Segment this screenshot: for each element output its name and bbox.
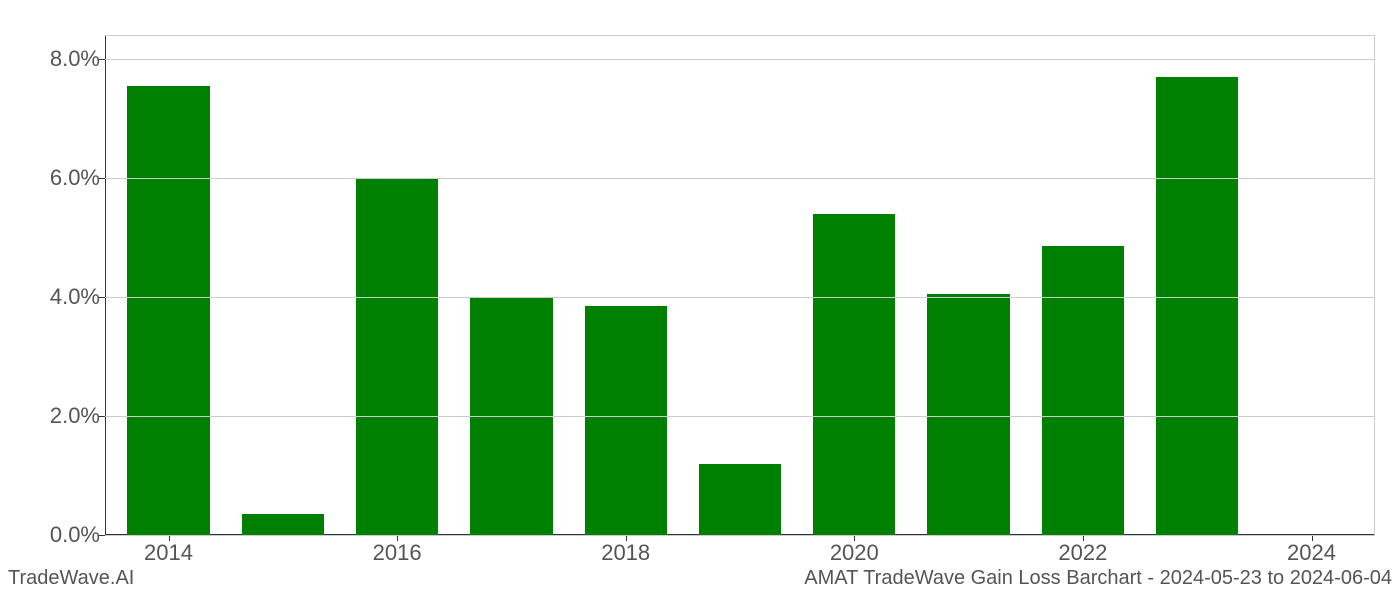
footer-right-text: AMAT TradeWave Gain Loss Barchart - 2024… bbox=[804, 567, 1392, 590]
x-tick-label: 2022 bbox=[1058, 540, 1107, 566]
bar bbox=[585, 306, 667, 535]
y-tick-label: 4.0% bbox=[20, 284, 100, 310]
bar bbox=[242, 514, 324, 535]
y-tick-label: 8.0% bbox=[20, 46, 100, 72]
bar bbox=[699, 464, 781, 535]
bar bbox=[927, 294, 1009, 535]
gridline bbox=[105, 535, 1375, 536]
x-tick-label: 2014 bbox=[144, 540, 193, 566]
gridline bbox=[105, 416, 1375, 417]
bar bbox=[1156, 77, 1238, 535]
bar bbox=[1042, 246, 1124, 535]
gridline bbox=[105, 297, 1375, 298]
bar bbox=[356, 178, 438, 535]
x-tick-label: 2020 bbox=[830, 540, 879, 566]
y-tick-label: 6.0% bbox=[20, 165, 100, 191]
y-tick-label: 0.0% bbox=[20, 522, 100, 548]
footer-left-text: TradeWave.AI bbox=[8, 567, 134, 590]
x-tick-label: 2018 bbox=[601, 540, 650, 566]
x-tick-label: 2016 bbox=[373, 540, 422, 566]
bar bbox=[813, 214, 895, 535]
gridline bbox=[105, 178, 1375, 179]
y-tick-label: 2.0% bbox=[20, 403, 100, 429]
gridline bbox=[105, 59, 1375, 60]
bar bbox=[127, 86, 209, 535]
x-tick-label: 2024 bbox=[1287, 540, 1336, 566]
